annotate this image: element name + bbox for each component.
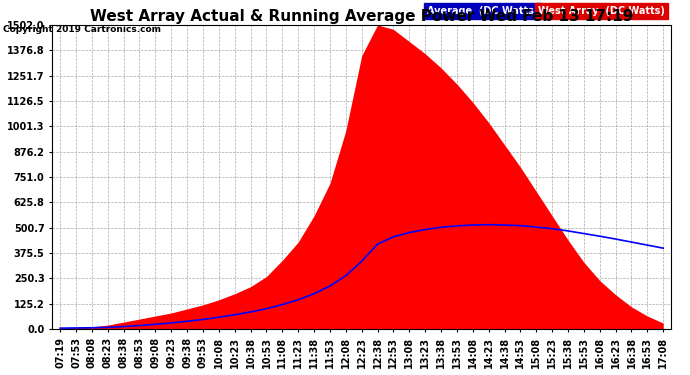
Title: West Array Actual & Running Average Power Wed Feb 13 17:19: West Array Actual & Running Average Powe… bbox=[90, 9, 633, 24]
Text: Copyright 2019 Cartronics.com: Copyright 2019 Cartronics.com bbox=[3, 25, 161, 34]
Text: West Array  (DC Watts): West Array (DC Watts) bbox=[538, 6, 665, 16]
Text: Average  (DC Watts): Average (DC Watts) bbox=[426, 6, 538, 16]
